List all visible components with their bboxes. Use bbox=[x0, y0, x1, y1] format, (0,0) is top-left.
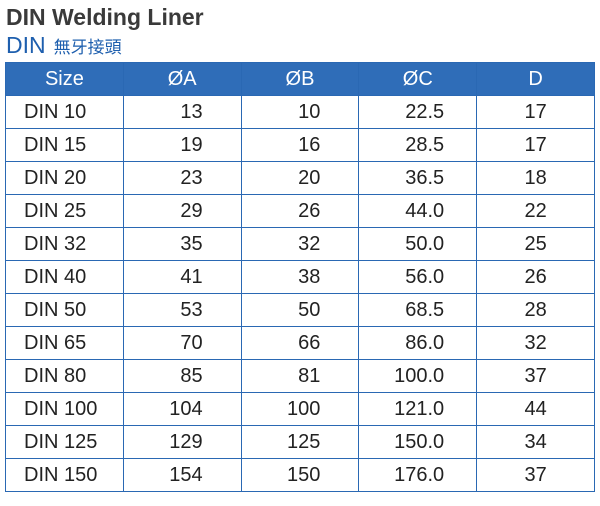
column-header: D bbox=[476, 62, 595, 96]
table-cell: 22.5 bbox=[358, 95, 478, 129]
subtitle-note: 無牙接頭 bbox=[53, 38, 122, 58]
table-cell: 13 bbox=[122, 95, 242, 129]
table-cell: 85 bbox=[122, 359, 242, 393]
table-cell: 104 bbox=[122, 392, 242, 426]
table-cell: 86.0 bbox=[358, 326, 478, 360]
table-cell: 36.5 bbox=[358, 161, 478, 195]
title: DIN Welding Liner bbox=[6, 4, 204, 30]
table-cell: 125 bbox=[240, 425, 360, 459]
subtitle: DIN 無牙接頭 bbox=[6, 32, 122, 59]
table-cell: 37 bbox=[476, 458, 595, 492]
table-cell: DIN 65 bbox=[5, 326, 124, 360]
table-cell: 23 bbox=[122, 161, 242, 195]
table-row: DIN 50 53 50 68.5 28 bbox=[5, 293, 595, 327]
table-cell: DIN 50 bbox=[5, 293, 124, 327]
table-cell: 44.0 bbox=[358, 194, 478, 228]
table-cell: DIN 150 bbox=[5, 458, 124, 492]
table-cell: DIN 15 bbox=[5, 128, 124, 162]
table-row: DIN 40 41 38 56.0 26 bbox=[5, 260, 595, 294]
table-cell: 17 bbox=[476, 128, 595, 162]
table-cell: 19 bbox=[122, 128, 242, 162]
table-cell: DIN 32 bbox=[5, 227, 124, 261]
table-cell: 32 bbox=[476, 326, 595, 360]
table-cell: 150 bbox=[240, 458, 360, 492]
table-row: DIN 32 35 32 50.0 25 bbox=[5, 227, 595, 261]
table-cell: 16 bbox=[240, 128, 360, 162]
table-cell: 28 bbox=[476, 293, 595, 327]
table-cell: 100 bbox=[240, 392, 360, 426]
table-cell: 26 bbox=[240, 194, 360, 228]
table-cell: 68.5 bbox=[358, 293, 478, 327]
table-cell: 28.5 bbox=[358, 128, 478, 162]
table-row: DIN 20 23 20 36.5 18 bbox=[5, 161, 595, 195]
table-cell: 29 bbox=[122, 194, 242, 228]
spec-table: Size ØA ØB ØC D DIN 10 13 10 22.5 17 DIN 15 19 16 28… bbox=[5, 62, 595, 492]
table-cell: DIN 100 bbox=[5, 392, 124, 426]
table-cell: 50.0 bbox=[358, 227, 478, 261]
table-cell: 35 bbox=[122, 227, 242, 261]
table-cell: 56.0 bbox=[358, 260, 478, 294]
table-cell: 37 bbox=[476, 359, 595, 393]
table-cell: 32 bbox=[240, 227, 360, 261]
table-row: DIN 150 154 150 176.0 37 bbox=[5, 458, 595, 492]
table-cell: 66 bbox=[240, 326, 360, 360]
table-cell: 70 bbox=[122, 326, 242, 360]
table-row: DIN 80 85 81 100.0 37 bbox=[5, 359, 595, 393]
subtitle-main: DIN bbox=[6, 32, 46, 58]
table-cell: DIN 40 bbox=[5, 260, 124, 294]
table-row: DIN 65 70 66 86.0 32 bbox=[5, 326, 595, 360]
table-cell: DIN 125 bbox=[5, 425, 124, 459]
table-row: DIN 125 129 125 150.0 34 bbox=[5, 425, 595, 459]
table-cell: 176.0 bbox=[358, 458, 478, 492]
table-cell: 100.0 bbox=[358, 359, 478, 393]
table-cell: 17 bbox=[476, 95, 595, 129]
table-cell: DIN 25 bbox=[5, 194, 124, 228]
table-row: DIN 10 13 10 22.5 17 bbox=[5, 95, 595, 129]
table-body: DIN 10 13 10 22.5 17 DIN 15 19 16 28.5 17 DIN 20 23… bbox=[5, 95, 595, 492]
table-cell: 26 bbox=[476, 260, 595, 294]
table-cell: 25 bbox=[476, 227, 595, 261]
table-row: DIN 25 29 26 44.0 22 bbox=[5, 194, 595, 228]
column-header: ØA bbox=[122, 62, 242, 96]
table-cell: 41 bbox=[122, 260, 242, 294]
table-cell: 10 bbox=[240, 95, 360, 129]
table-cell: 129 bbox=[122, 425, 242, 459]
table-cell: 121.0 bbox=[358, 392, 478, 426]
table-cell: 44 bbox=[476, 392, 595, 426]
table-cell: 38 bbox=[240, 260, 360, 294]
table-cell: 81 bbox=[240, 359, 360, 393]
table-cell: DIN 20 bbox=[5, 161, 124, 195]
table-cell: 53 bbox=[122, 293, 242, 327]
table-cell: 18 bbox=[476, 161, 595, 195]
table-cell: 50 bbox=[240, 293, 360, 327]
table-row: DIN 100 104 100 121.0 44 bbox=[5, 392, 595, 426]
table-cell: 150.0 bbox=[358, 425, 478, 459]
table-cell: DIN 10 bbox=[5, 95, 124, 129]
header-row: Size ØA ØB ØC D bbox=[5, 62, 595, 96]
column-header: ØC bbox=[358, 62, 478, 96]
column-header: Size bbox=[5, 62, 124, 96]
table-cell: 154 bbox=[122, 458, 242, 492]
table-cell: 34 bbox=[476, 425, 595, 459]
table-cell: DIN 80 bbox=[5, 359, 124, 393]
table-cell: 22 bbox=[476, 194, 595, 228]
table-cell: 20 bbox=[240, 161, 360, 195]
table-row: DIN 15 19 16 28.5 17 bbox=[5, 128, 595, 162]
column-header: ØB bbox=[240, 62, 360, 96]
